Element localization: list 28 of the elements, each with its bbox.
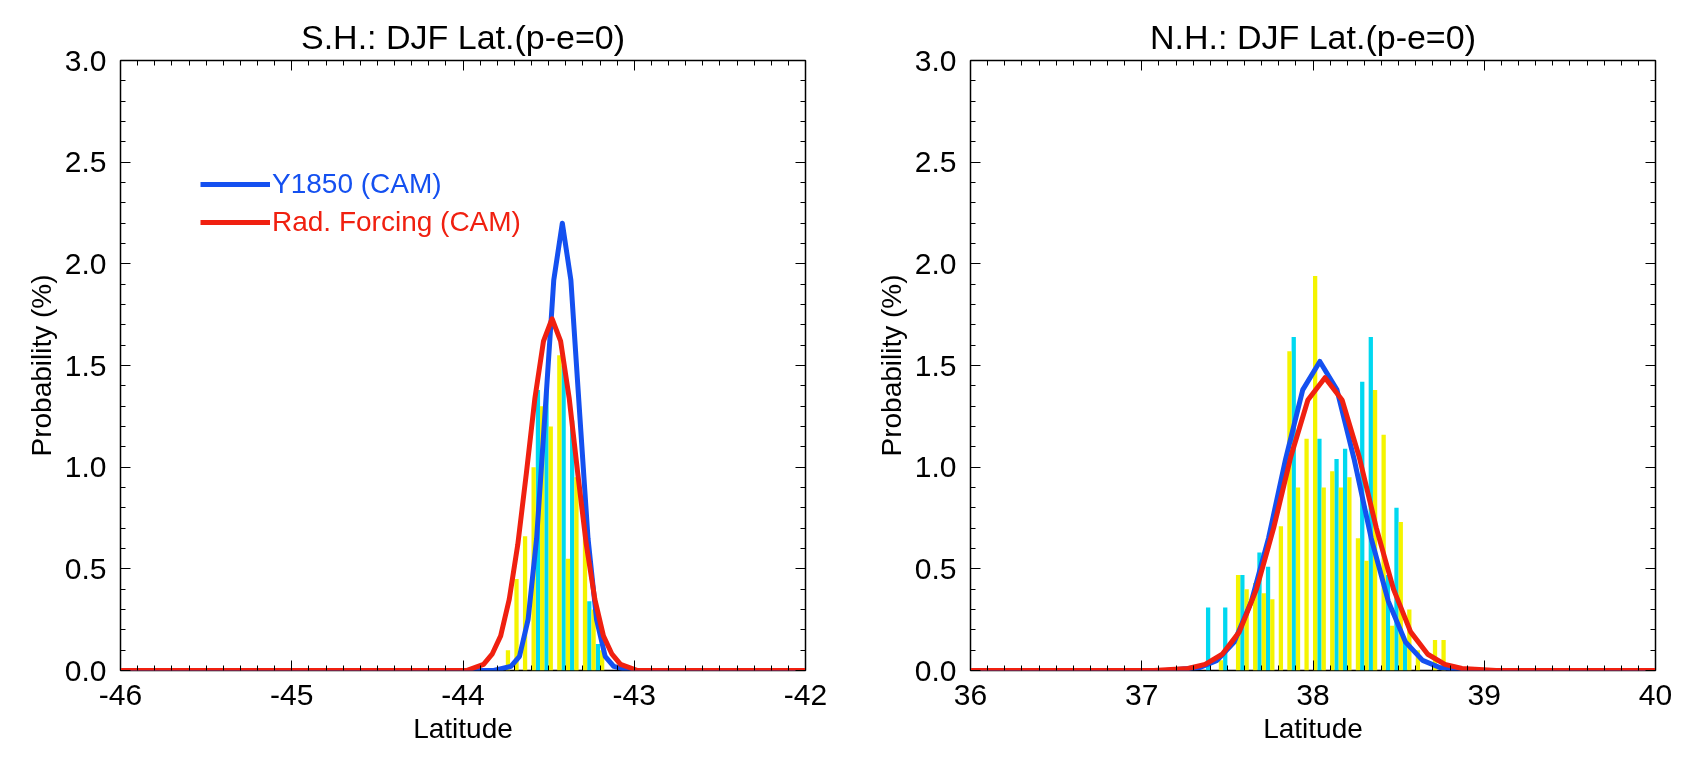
y-tick-label: 3.0: [64, 43, 107, 77]
legend-label: Y1850 (CAM): [272, 168, 442, 200]
y-tick-label: 2.5: [64, 145, 107, 179]
y-tick-label: 2.5: [914, 145, 957, 179]
x-axis-title: Latitude: [1263, 712, 1363, 744]
legend-label: Rad. Forcing (CAM): [272, 206, 521, 238]
y-axis-title: Probability (%): [875, 274, 907, 457]
y-tick-label: 0.5: [914, 551, 957, 585]
x-tick-label: -44: [441, 677, 485, 711]
y-tick-label: 2.0: [64, 246, 107, 280]
y-tick-label: 1.0: [64, 450, 107, 484]
chart-title: N.H.: DJF Lat.(p-e=0): [1150, 17, 1476, 56]
x-tick-label: -42: [783, 677, 828, 711]
x-tick-label: 40: [1638, 677, 1673, 711]
y-tick-label: 3.0: [914, 43, 957, 77]
x-tick-label: 37: [1125, 677, 1159, 711]
y-tick-label: 1.5: [914, 348, 957, 382]
y-tick-label: 2.0: [914, 246, 957, 280]
y-axis-title: Probability (%): [25, 274, 57, 457]
y-tick-label: 0.5: [64, 551, 107, 585]
chart-title: S.H.: DJF Lat.(p-e=0): [300, 17, 626, 56]
x-tick-label: -45: [270, 677, 314, 711]
y-tick-label: 1.0: [914, 450, 957, 484]
x-tick-label: 39: [1467, 677, 1501, 711]
x-tick-label: -43: [612, 677, 656, 711]
x-tick-label: 38: [1296, 677, 1330, 711]
y-tick-label: 1.5: [64, 348, 107, 382]
x-axis-title: Latitude: [413, 712, 513, 744]
